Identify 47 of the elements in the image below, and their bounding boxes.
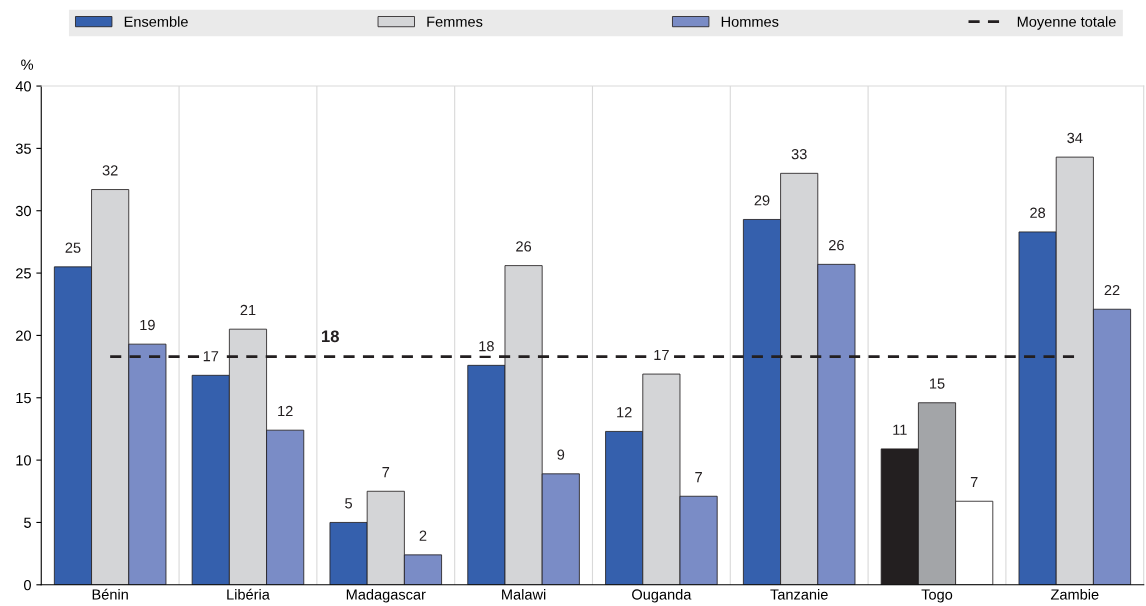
y-tick-label: 15: [16, 393, 31, 404]
legend-label: Hommes: [721, 16, 779, 27]
data-label: 28: [1030, 207, 1046, 218]
data-label: 26: [516, 241, 532, 252]
data-label: 32: [102, 165, 118, 176]
y-tick-label: 10: [16, 455, 31, 466]
legend-label: Ensemble: [124, 16, 188, 27]
data-label: 22: [1104, 284, 1120, 296]
data-label: 21: [240, 304, 256, 316]
data-label: 9: [557, 449, 565, 460]
y-tick-label: 20: [16, 330, 31, 341]
data-label: 12: [617, 407, 632, 418]
y-tick-label: 0: [23, 579, 31, 591]
data-label: 17: [654, 349, 669, 360]
data-label: 7: [695, 472, 702, 483]
x-tick-label: Malawi: [502, 588, 546, 600]
data-label: 2: [419, 530, 427, 541]
x-tick-label: Madagascar: [346, 588, 426, 603]
y-tick-label: 5: [24, 517, 31, 528]
data-label: 19: [140, 319, 155, 331]
data-label: 33: [791, 149, 807, 160]
legend-label: Moyenne totale: [1017, 16, 1116, 30]
data-label: 15: [930, 378, 945, 389]
y-tick-label: 35: [15, 143, 31, 154]
data-label: 11: [893, 424, 907, 435]
data-label: 7: [970, 477, 978, 488]
data-label: 7: [382, 467, 390, 478]
data-label: 29: [754, 195, 770, 206]
data-label: 26: [829, 240, 844, 251]
annotation: 18: [322, 330, 339, 343]
data-label: 25: [65, 242, 81, 253]
legend-label: Femmes: [427, 16, 483, 27]
x-tick-label: Togo: [921, 589, 953, 603]
x-tick-label: Ouganda: [632, 588, 692, 603]
x-tick-label: Zambie: [1050, 588, 1099, 600]
x-tick-label: Tanzanie: [770, 588, 828, 600]
x-tick-label: Libéria: [227, 588, 270, 600]
x-tick-label: Bénin: [92, 588, 128, 600]
y-tick-label: 25: [16, 268, 31, 279]
data-label: 12: [278, 405, 293, 417]
data-label: 34: [1067, 132, 1083, 144]
data-label: 17: [203, 351, 219, 362]
data-label: 18: [479, 341, 494, 352]
y-axis-title: %: [21, 59, 34, 70]
y-tick-label: 30: [15, 205, 31, 217]
y-tick-label: 40: [15, 81, 31, 92]
data-label: 5: [345, 498, 353, 509]
